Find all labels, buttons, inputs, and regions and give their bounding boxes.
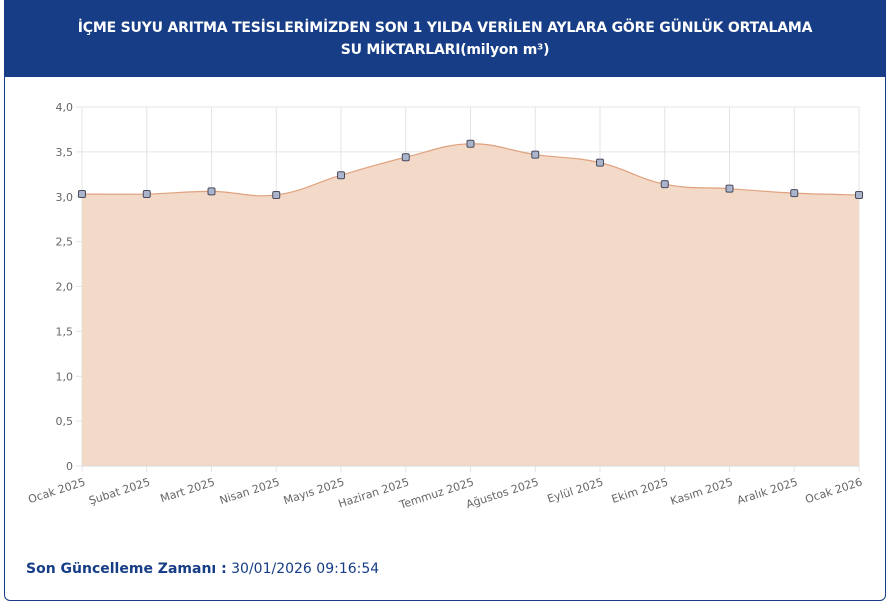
data-point xyxy=(78,190,86,199)
x-tick-label: Şubat 2025 xyxy=(87,475,151,507)
data-point xyxy=(531,150,540,159)
y-tick-label: 3,5 xyxy=(56,146,74,159)
data-point xyxy=(401,153,410,162)
data-point xyxy=(660,180,669,189)
y-tick-label: 1,0 xyxy=(56,370,74,383)
y-tick-label: 2,5 xyxy=(56,236,74,249)
x-tick-label: Mart 2025 xyxy=(159,475,217,505)
data-point xyxy=(596,158,604,167)
data-point xyxy=(142,190,151,199)
y-tick-label: 0,5 xyxy=(56,415,74,428)
x-tick-label: Ocak 2025 xyxy=(27,475,87,506)
last-update-value: 30/01/2026 09:16:54 xyxy=(231,561,380,577)
x-tick-label: Nisan 2025 xyxy=(218,475,281,507)
chart-header: İÇME SUYU ARITMA TESİSLERİMİZDEN SON 1 Y… xyxy=(5,1,885,77)
data-point xyxy=(272,190,281,199)
last-update: Son Güncelleme Zamanı : 30/01/2026 09:16… xyxy=(26,561,379,577)
y-tick-label: 2,0 xyxy=(56,281,74,294)
data-point xyxy=(790,189,799,198)
chart-title: İÇME SUYU ARITMA TESİSLERİMİZDEN SON 1 Y… xyxy=(77,20,813,58)
data-point xyxy=(207,187,216,196)
data-point xyxy=(466,139,475,148)
x-tick-label: Mayıs 2025 xyxy=(282,475,346,507)
x-tick-label: Kasım 2025 xyxy=(669,475,735,507)
data-point xyxy=(337,171,345,180)
last-update-label: Son Güncelleme Zamanı : xyxy=(26,561,227,577)
data-point xyxy=(725,184,734,193)
y-tick-label: 4,0 xyxy=(56,101,74,114)
x-tick-label: Ekim 2025 xyxy=(610,475,670,505)
y-tick-label: 3,0 xyxy=(56,191,74,204)
x-tick-label: Temmuz 2025 xyxy=(397,475,475,512)
x-tick-label: Aralık 2025 xyxy=(735,475,799,507)
x-tick-label: Eylül 2025 xyxy=(546,475,605,505)
x-tick-label: Ağustos 2025 xyxy=(464,475,540,511)
series-area xyxy=(82,143,859,466)
y-tick-label: 1,5 xyxy=(56,325,74,338)
data-point xyxy=(855,190,863,199)
y-tick-label: 0 xyxy=(66,460,73,473)
x-tick-label: Ocak 2026 xyxy=(804,475,864,506)
